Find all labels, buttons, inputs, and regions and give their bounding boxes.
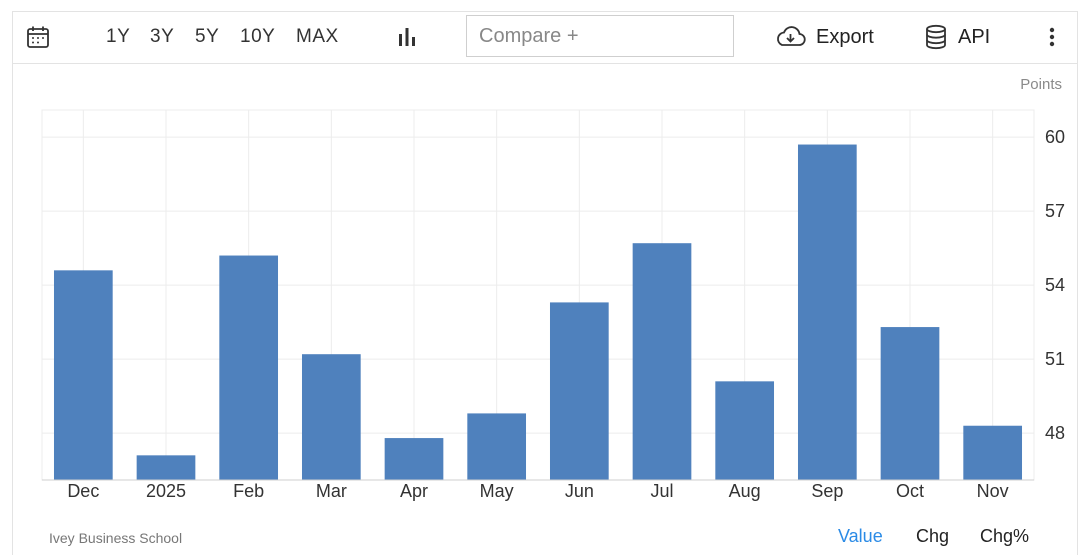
export-label: Export xyxy=(816,25,874,48)
y-tick-label: 60 xyxy=(1045,127,1065,147)
chart-frame xyxy=(12,11,1078,555)
tab-chg-pct[interactable]: Chg% xyxy=(980,526,1030,546)
bar xyxy=(797,144,857,481)
bar xyxy=(880,327,940,480)
y-tick-label: 57 xyxy=(1045,201,1065,221)
units-label: Points xyxy=(1020,76,1062,93)
x-tick-label: Sep xyxy=(811,481,843,501)
x-tick-label: Oct xyxy=(896,481,924,501)
bar xyxy=(219,255,279,480)
x-tick-label: Feb xyxy=(233,481,264,501)
tab-value[interactable]: Value xyxy=(838,526,883,546)
bar xyxy=(715,381,775,480)
range-3y-button[interactable]: 3Y xyxy=(150,26,175,47)
bar-chart-icon[interactable] xyxy=(396,11,418,63)
tab-chg[interactable]: Chg xyxy=(916,526,950,546)
bar-chart: 48 51 54 57 60 Dec 2025 Feb Mar Apr May Jun Jul Aug Se… xyxy=(41,109,1065,501)
range-10y-button[interactable]: 10Y xyxy=(240,26,276,47)
bar xyxy=(53,270,113,480)
bar xyxy=(963,425,1023,480)
x-tick-label: Jul xyxy=(650,481,673,501)
source-label: Ivey Business School xyxy=(49,530,183,546)
cloud-download-icon xyxy=(777,26,806,46)
bar xyxy=(384,438,444,480)
chart-toolbar: 1Y 3Y 5Y 10Y MAX Compare + Export API xyxy=(12,11,1078,64)
export-button[interactable]: Export xyxy=(774,11,874,63)
bar xyxy=(632,243,692,480)
bar xyxy=(136,455,196,480)
x-tick-label: Apr xyxy=(400,481,428,501)
database-icon xyxy=(926,24,946,50)
x-tick-label: 2025 xyxy=(146,481,186,501)
api-label: API xyxy=(958,25,991,48)
range-1y-button[interactable]: 1Y xyxy=(106,26,131,47)
y-tick-label: 48 xyxy=(1045,423,1065,443)
vertical-dots-icon[interactable] xyxy=(1048,11,1056,63)
bar xyxy=(467,413,527,480)
calendar-icon[interactable] xyxy=(26,11,50,63)
compare-input[interactable]: Compare + xyxy=(466,15,734,57)
x-tick-label: Jun xyxy=(565,481,594,501)
y-tick-label: 54 xyxy=(1045,275,1065,295)
y-tick-label: 51 xyxy=(1045,349,1065,369)
bar xyxy=(301,354,361,480)
x-tick-label: Aug xyxy=(729,481,761,501)
bar xyxy=(549,302,609,480)
range-5y-button[interactable]: 5Y xyxy=(195,26,220,47)
x-tick-label: Nov xyxy=(977,481,1009,501)
x-tick-label: Dec xyxy=(67,481,99,501)
x-tick-label: May xyxy=(480,481,514,501)
compare-placeholder: Compare + xyxy=(479,24,579,47)
api-button[interactable]: API xyxy=(924,11,990,63)
range-max-button[interactable]: MAX xyxy=(296,26,339,47)
x-tick-label: Mar xyxy=(316,481,347,501)
